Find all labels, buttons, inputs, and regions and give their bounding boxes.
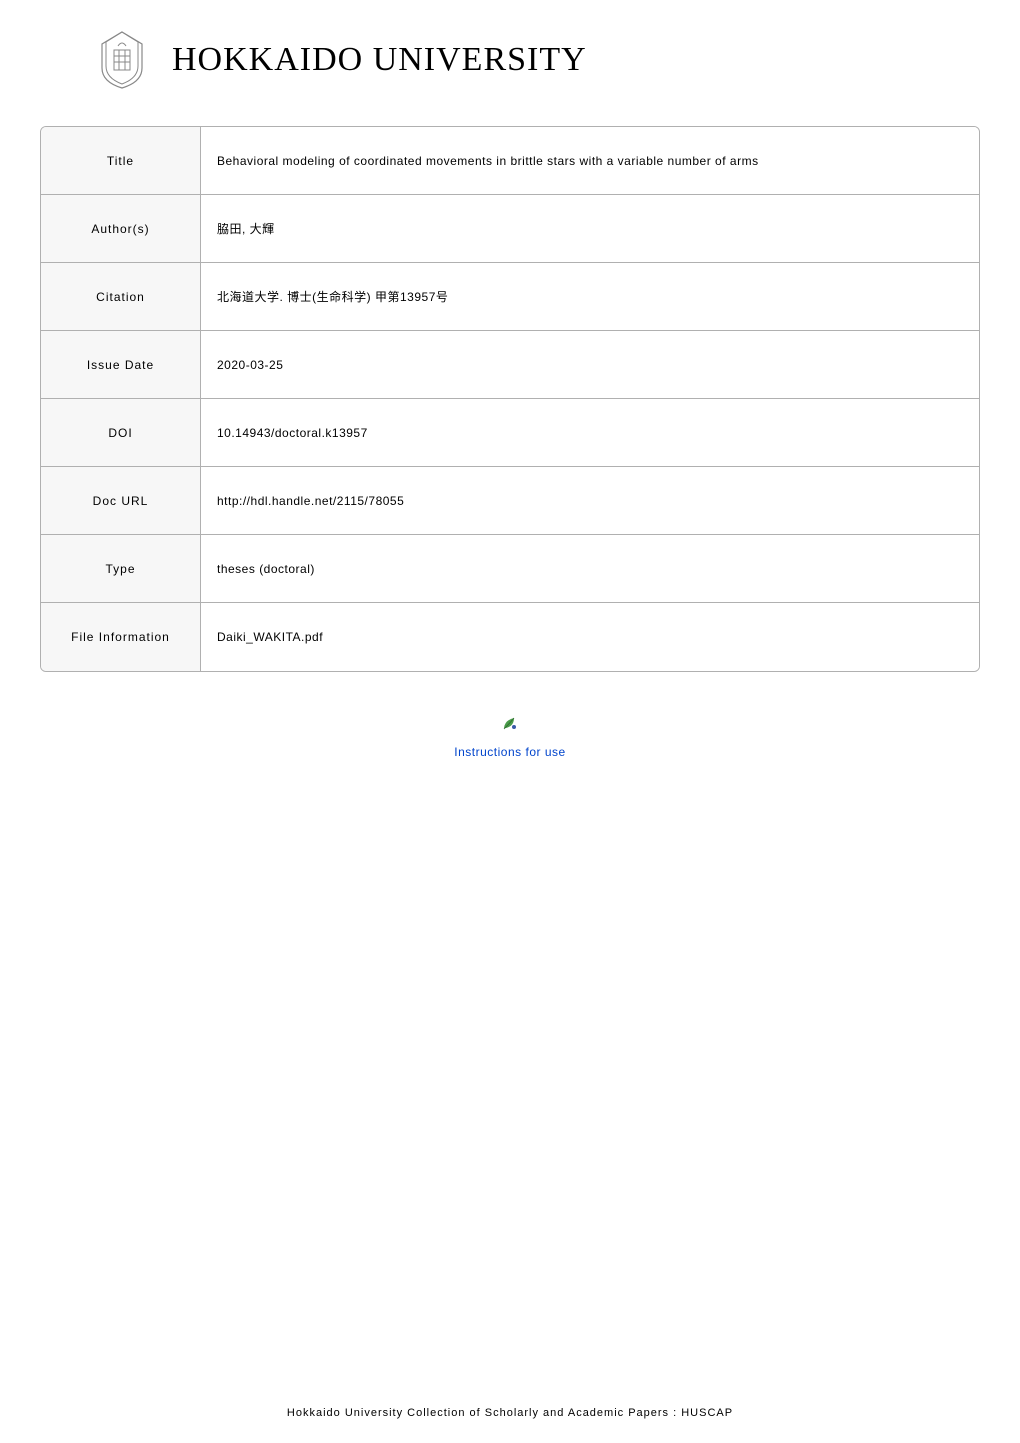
field-label: Issue Date — [41, 331, 201, 399]
field-label: Title — [41, 127, 201, 195]
table-row: Citation北海道大学. 博士(生命科学) 甲第13957号 — [41, 263, 979, 331]
field-value: 脇田, 大輝 — [201, 195, 979, 263]
field-value: 10.14943/doctoral.k13957 — [201, 399, 979, 467]
university-crest-icon — [90, 28, 154, 92]
field-label: Author(s) — [41, 195, 201, 263]
field-value: http://hdl.handle.net/2115/78055 — [201, 467, 979, 535]
metadata-table: TitleBehavioral modeling of coordinated … — [40, 126, 980, 672]
field-label: File Information — [41, 603, 201, 671]
field-value: 2020-03-25 — [201, 331, 979, 399]
instructions-link[interactable]: Instructions for use — [454, 745, 565, 759]
field-label: Doc URL — [41, 467, 201, 535]
field-label: Citation — [41, 263, 201, 331]
table-row: File InformationDaiki_WAKITA.pdf — [41, 603, 979, 671]
page-footer: Hokkaido University Collection of Schola… — [0, 1407, 1020, 1419]
table-row: Doc URLhttp://hdl.handle.net/2115/78055 — [41, 467, 979, 535]
page-header: HOKKAIDO UNIVERSITY — [0, 0, 1020, 116]
table-row: Typetheses (doctoral) — [41, 535, 979, 603]
field-value: 北海道大学. 博士(生命科学) 甲第13957号 — [201, 263, 979, 331]
instructions-block: Instructions for use — [0, 714, 1020, 761]
table-row: DOI10.14943/doctoral.k13957 — [41, 399, 979, 467]
field-label: Type — [41, 535, 201, 603]
table-row: TitleBehavioral modeling of coordinated … — [41, 127, 979, 195]
field-label: DOI — [41, 399, 201, 467]
leaf-icon — [501, 714, 519, 737]
table-row: Issue Date2020-03-25 — [41, 331, 979, 399]
field-value: theses (doctoral) — [201, 535, 979, 603]
university-name: HOKKAIDO UNIVERSITY — [172, 41, 587, 79]
field-value: Daiki_WAKITA.pdf — [201, 603, 979, 671]
field-value: Behavioral modeling of coordinated movem… — [201, 127, 979, 195]
table-row: Author(s)脇田, 大輝 — [41, 195, 979, 263]
